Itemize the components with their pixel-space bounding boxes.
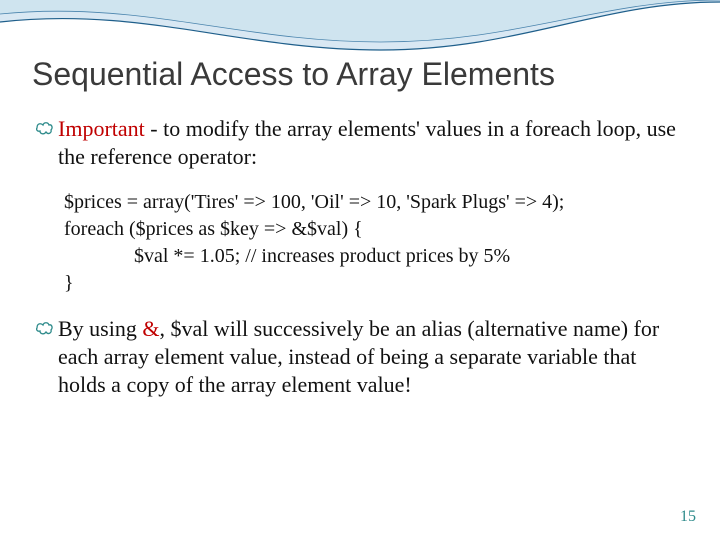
ampersand: &: [142, 316, 159, 341]
code-line-3: $val *= 1.05; // increases product price…: [64, 243, 684, 270]
page-number: 15: [680, 508, 696, 526]
bullet-2-text: By using &, $val will successively be an…: [58, 315, 684, 399]
code-line-2: foreach ($prices as $key => &$val) {: [64, 216, 684, 243]
bullet-1: Important - to modify the array elements…: [36, 115, 684, 171]
bullet-2: By using &, $val will successively be an…: [36, 315, 684, 399]
bullet-1-rest: - to modify the array elements' values i…: [58, 116, 676, 169]
important-word: Important: [58, 116, 145, 141]
slide-title: Sequential Access to Array Elements: [32, 56, 684, 93]
bullet-icon: [36, 115, 58, 144]
bullet-1-text: Important - to modify the array elements…: [58, 115, 684, 171]
slide-content: Sequential Access to Array Elements Impo…: [0, 0, 720, 399]
code-line-1: $prices = array('Tires' => 100, 'Oil' =>…: [64, 189, 684, 216]
code-block: $prices = array('Tires' => 100, 'Oil' =>…: [64, 189, 684, 297]
bullet-2-before: By using: [58, 316, 142, 341]
bullet-icon: [36, 315, 58, 344]
code-line-4: }: [64, 270, 684, 297]
